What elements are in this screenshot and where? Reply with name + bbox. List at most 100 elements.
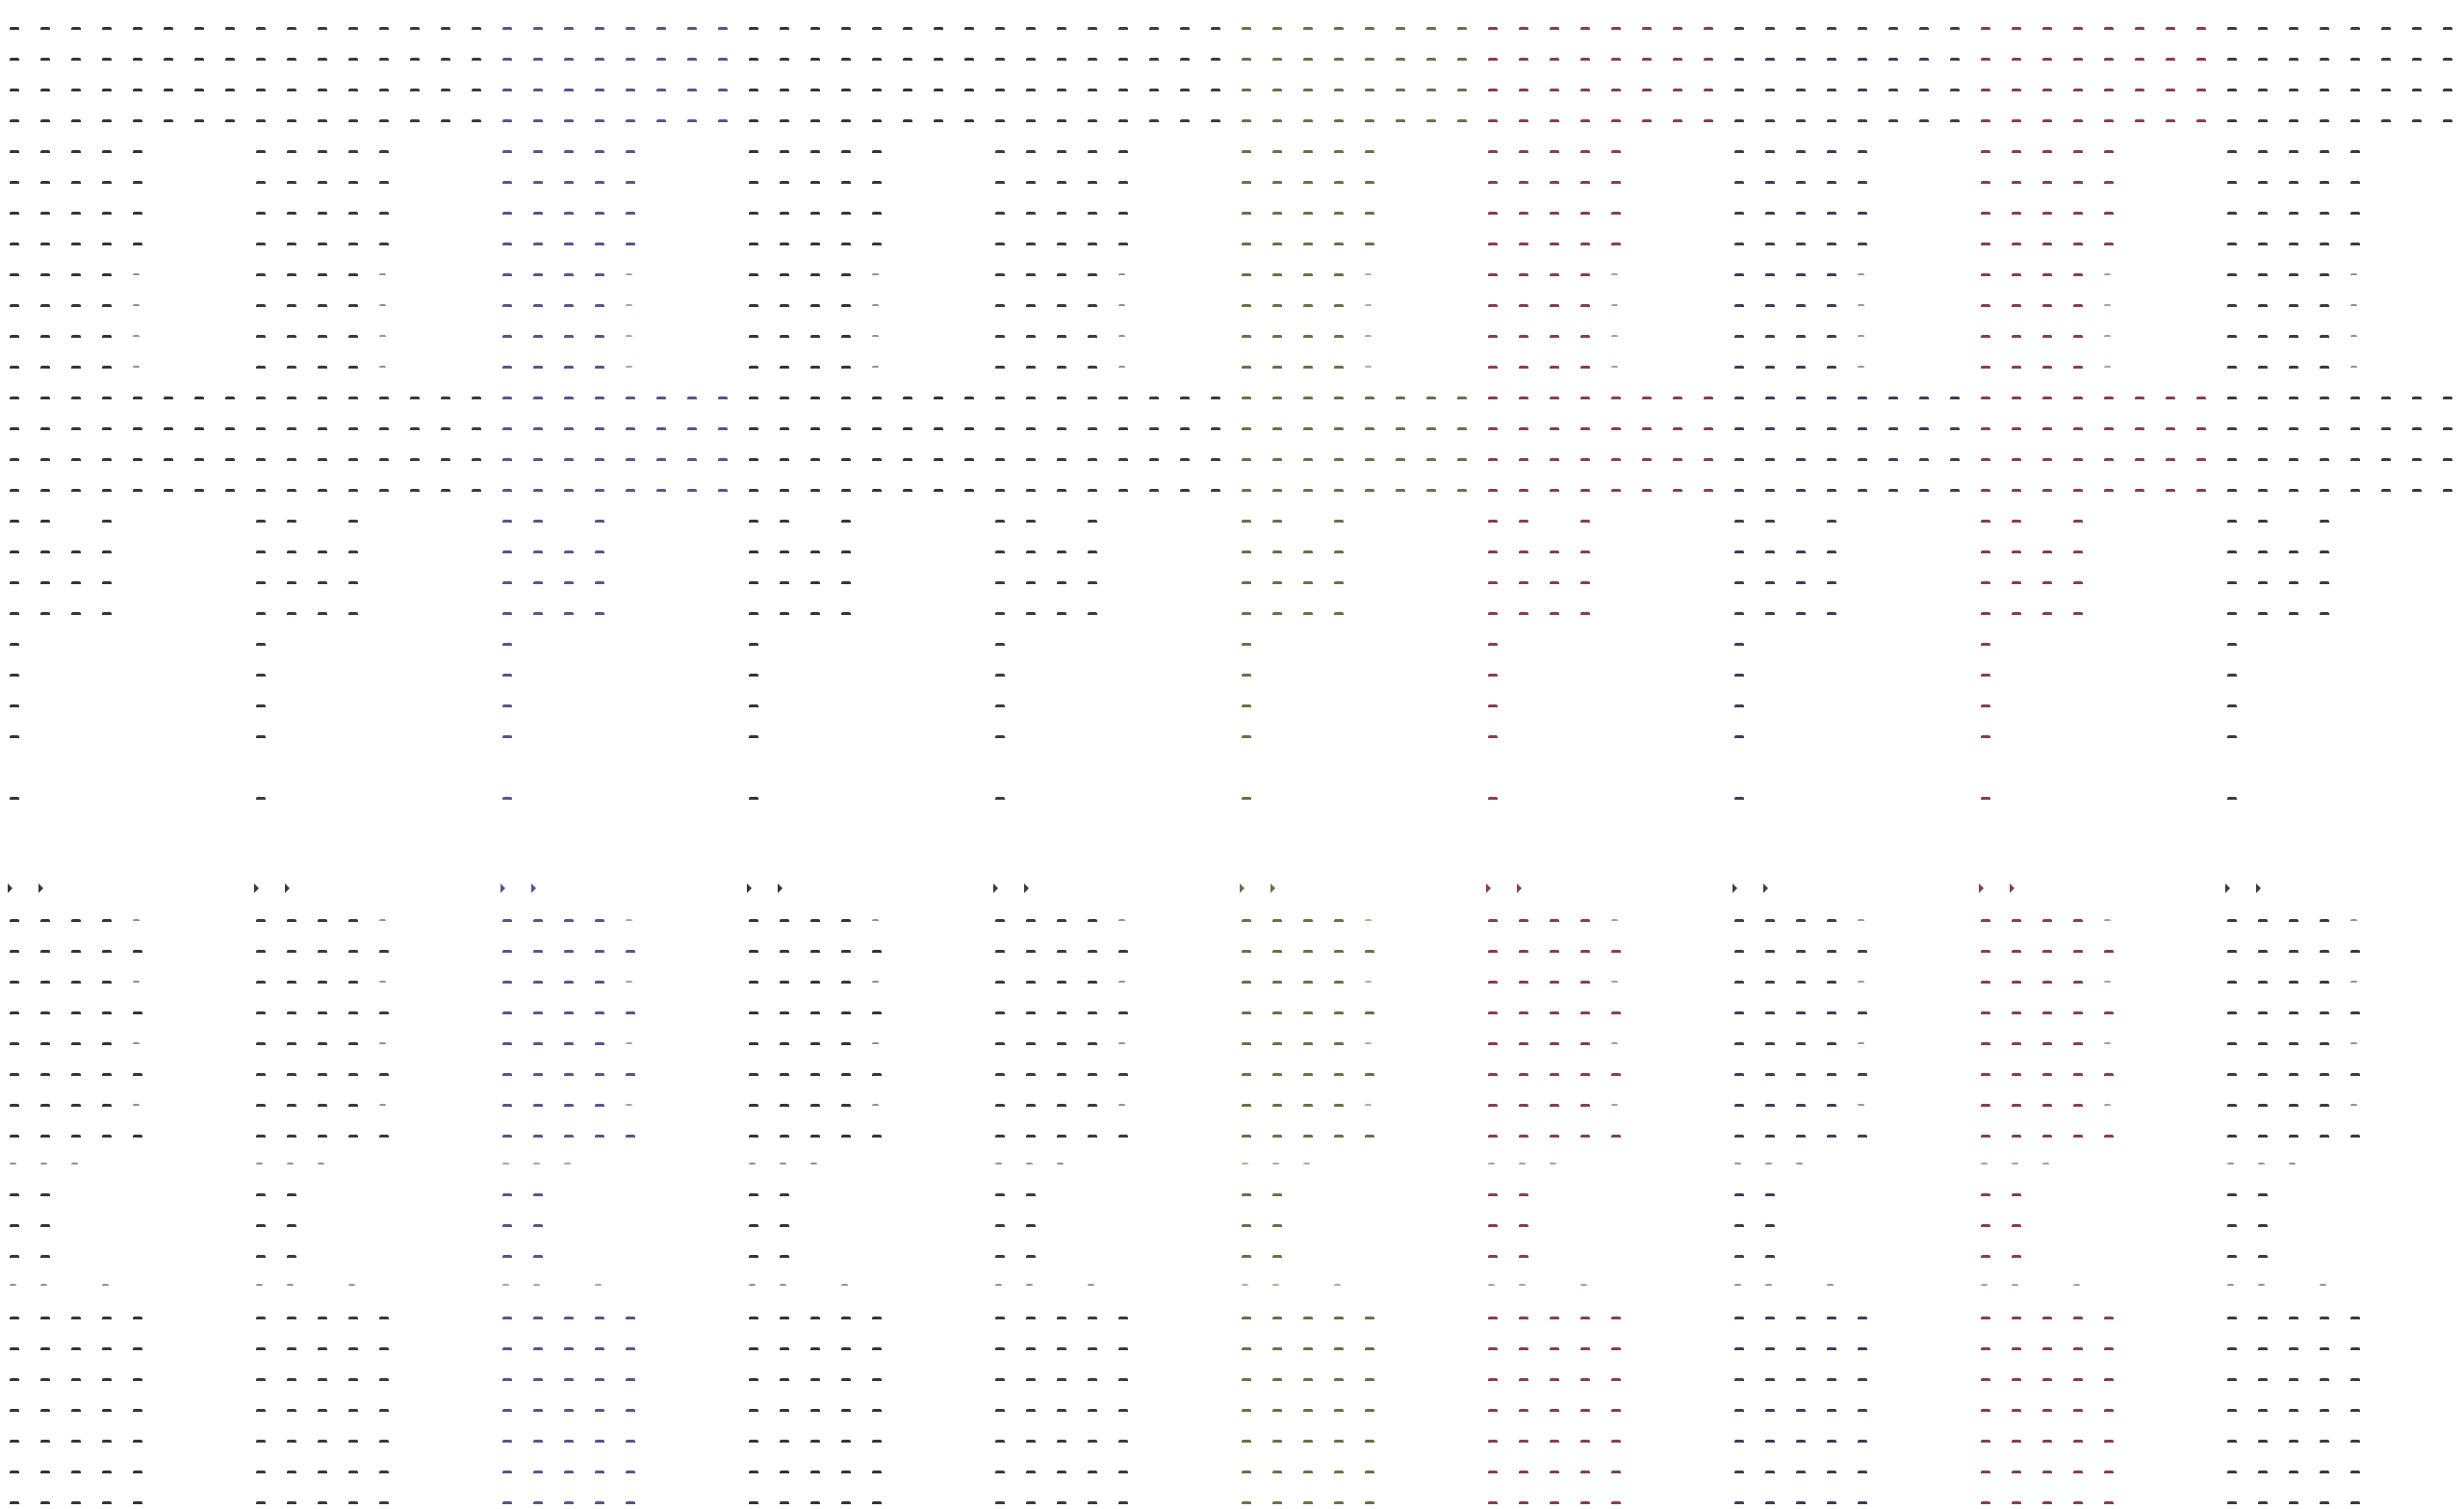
glyph-mark bbox=[1950, 119, 1960, 122]
glyph-mark bbox=[502, 643, 512, 646]
glyph-mark bbox=[1611, 1135, 1621, 1138]
glyph-mark bbox=[749, 458, 758, 461]
glyph-mark bbox=[1827, 612, 1836, 615]
glyph-mark bbox=[1272, 1378, 1282, 1381]
glyph-mark bbox=[780, 520, 789, 523]
glyph-mark bbox=[780, 1409, 789, 1412]
glyph-mark bbox=[1118, 58, 1128, 61]
glyph-mark bbox=[2012, 27, 2021, 30]
glyph-mark bbox=[1180, 27, 1190, 30]
glyph-mark bbox=[2135, 396, 2144, 399]
glyph-mark bbox=[1303, 150, 1313, 153]
glyph-mark bbox=[348, 1104, 358, 1107]
glyph-mark bbox=[256, 950, 266, 953]
glyph-mark bbox=[1118, 1501, 1128, 1504]
glyph-mark bbox=[1118, 89, 1128, 91]
glyph-mark bbox=[1334, 1042, 1344, 1045]
glyph-mark bbox=[1088, 119, 1097, 122]
glyph-mark bbox=[1272, 273, 1282, 276]
glyph-mark bbox=[780, 427, 789, 430]
glyph-mark bbox=[502, 89, 512, 91]
glyph-mark bbox=[318, 427, 327, 430]
glyph-mark bbox=[1765, 489, 1775, 492]
glyph-mark bbox=[379, 58, 389, 61]
glyph-mark bbox=[1026, 1347, 1036, 1350]
glyph-mark bbox=[40, 243, 50, 245]
glyph-mark bbox=[256, 643, 266, 646]
glyph-mark bbox=[2135, 458, 2144, 461]
glyph-mark bbox=[1519, 427, 1528, 430]
glyph-mark bbox=[1088, 581, 1097, 584]
glyph-mark bbox=[595, 458, 604, 461]
glyph-mark bbox=[133, 181, 142, 184]
glyph-mark bbox=[1334, 1471, 1344, 1473]
glyph-mark bbox=[1827, 1501, 1836, 1504]
glyph-mark bbox=[564, 150, 574, 153]
glyph-mark bbox=[1981, 674, 1990, 677]
glyph-mark bbox=[71, 119, 81, 122]
glyph-mark bbox=[1057, 89, 1066, 91]
glyph-mark bbox=[1858, 243, 1867, 245]
glyph-mark bbox=[810, 89, 820, 91]
glyph-mark bbox=[595, 89, 604, 91]
glyph-mark bbox=[1118, 366, 1125, 368]
glyph-mark bbox=[1858, 212, 1867, 215]
glyph-mark bbox=[1734, 1409, 1744, 1412]
glyph-mark bbox=[1550, 335, 1559, 338]
glyph-mark bbox=[2227, 1224, 2237, 1227]
glyph-mark bbox=[2012, 489, 2021, 492]
glyph-mark bbox=[564, 458, 574, 461]
glyph-mark bbox=[1334, 950, 1344, 953]
glyph-mark bbox=[1580, 150, 1590, 153]
glyph-mark bbox=[533, 1471, 543, 1473]
glyph-mark bbox=[1057, 273, 1066, 276]
glyph-mark bbox=[533, 150, 543, 153]
glyph-mark bbox=[2073, 1284, 2080, 1286]
glyph-mark bbox=[1057, 27, 1066, 30]
glyph-mark bbox=[2258, 1104, 2268, 1107]
glyph-mark bbox=[2073, 1409, 2083, 1412]
glyph-mark bbox=[810, 1073, 820, 1076]
glyph-mark bbox=[595, 1284, 602, 1286]
glyph-mark bbox=[256, 1193, 266, 1196]
glyph-mark bbox=[2012, 335, 2021, 338]
glyph-mark bbox=[256, 735, 266, 738]
glyph-mark bbox=[2042, 1347, 2052, 1350]
glyph-mark bbox=[1088, 273, 1097, 276]
glyph-mark bbox=[1242, 1073, 1251, 1076]
glyph-mark bbox=[2443, 396, 2452, 399]
glyph-mark bbox=[749, 1011, 758, 1014]
glyph-mark bbox=[1488, 1471, 1498, 1473]
glyph-mark bbox=[2104, 1135, 2114, 1138]
glyph-mark bbox=[1488, 1440, 1498, 1443]
glyph-mark bbox=[1365, 489, 1374, 492]
glyph-mark bbox=[1765, 1255, 1775, 1258]
glyph-mark bbox=[1519, 1073, 1528, 1076]
glyph-mark bbox=[502, 212, 512, 215]
glyph-mark bbox=[872, 1501, 882, 1504]
glyph-mark bbox=[1057, 612, 1066, 615]
glyph-mark bbox=[995, 1193, 1005, 1196]
glyph-mark bbox=[379, 1409, 389, 1412]
glyph-mark bbox=[595, 119, 604, 122]
glyph-mark bbox=[841, 520, 851, 523]
glyph-mark bbox=[133, 1011, 142, 1014]
glyph-mark bbox=[1765, 396, 1775, 399]
glyph-mark bbox=[626, 181, 635, 184]
glyph-mark bbox=[872, 1347, 882, 1350]
glyph-mark bbox=[872, 1317, 882, 1319]
panel-2 bbox=[493, 0, 739, 1509]
glyph-mark bbox=[533, 1378, 543, 1381]
glyph-mark bbox=[1365, 1317, 1374, 1319]
glyph-mark bbox=[1488, 797, 1498, 800]
glyph-mark bbox=[2135, 489, 2144, 492]
glyph-mark bbox=[1396, 396, 1405, 399]
glyph-mark bbox=[2073, 212, 2083, 215]
glyph-mark bbox=[379, 1440, 389, 1443]
glyph-mark bbox=[1519, 1135, 1528, 1138]
glyph-mark bbox=[1272, 550, 1282, 553]
glyph-mark bbox=[872, 1042, 879, 1044]
glyph-mark bbox=[10, 366, 19, 369]
glyph-mark bbox=[1550, 1042, 1559, 1045]
glyph-mark bbox=[102, 273, 112, 276]
